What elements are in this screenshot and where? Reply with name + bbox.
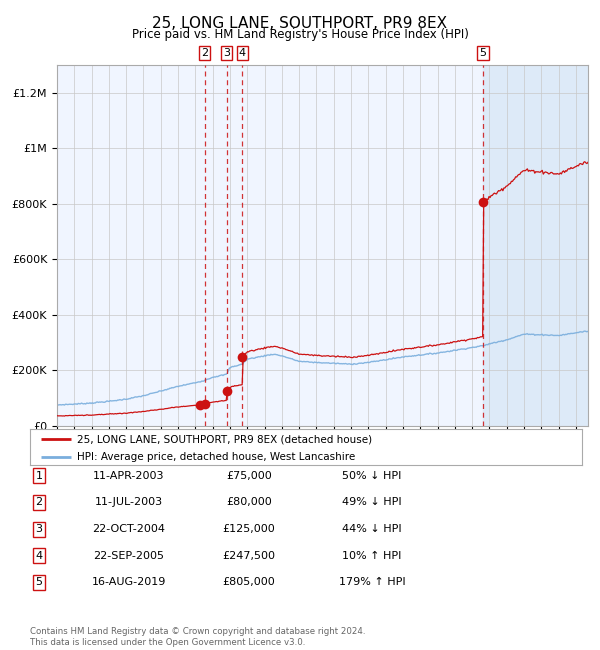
Text: Contains HM Land Registry data © Crown copyright and database right 2024.
This d: Contains HM Land Registry data © Crown c…	[30, 627, 365, 647]
Text: 11-JUL-2003: 11-JUL-2003	[95, 497, 163, 508]
Text: 22-SEP-2005: 22-SEP-2005	[94, 551, 164, 561]
Text: 4: 4	[35, 551, 43, 561]
Text: 16-AUG-2019: 16-AUG-2019	[92, 577, 166, 588]
Text: 11-APR-2003: 11-APR-2003	[93, 471, 165, 481]
Text: 179% ↑ HPI: 179% ↑ HPI	[338, 577, 406, 588]
Text: 5: 5	[35, 577, 43, 588]
Text: £805,000: £805,000	[223, 577, 275, 588]
Text: £75,000: £75,000	[226, 471, 272, 481]
Text: 44% ↓ HPI: 44% ↓ HPI	[342, 524, 402, 534]
Text: 5: 5	[479, 48, 487, 58]
Text: 3: 3	[223, 48, 230, 58]
Text: 3: 3	[35, 524, 43, 534]
Bar	[483, 65, 588, 426]
Text: £125,000: £125,000	[223, 524, 275, 534]
Text: 1: 1	[35, 471, 43, 481]
Text: HPI: Average price, detached house, West Lancashire: HPI: Average price, detached house, West…	[77, 452, 355, 462]
Text: 25, LONG LANE, SOUTHPORT, PR9 8EX (detached house): 25, LONG LANE, SOUTHPORT, PR9 8EX (detac…	[77, 434, 372, 444]
Text: 25, LONG LANE, SOUTHPORT, PR9 8EX: 25, LONG LANE, SOUTHPORT, PR9 8EX	[152, 16, 448, 31]
Text: Price paid vs. HM Land Registry's House Price Index (HPI): Price paid vs. HM Land Registry's House …	[131, 28, 469, 41]
Text: £247,500: £247,500	[223, 551, 275, 561]
Text: 49% ↓ HPI: 49% ↓ HPI	[342, 497, 402, 508]
Text: 2: 2	[201, 48, 208, 58]
Text: 4: 4	[239, 48, 246, 58]
Text: 22-OCT-2004: 22-OCT-2004	[92, 524, 166, 534]
Text: 10% ↑ HPI: 10% ↑ HPI	[343, 551, 401, 561]
Text: 2: 2	[35, 497, 43, 508]
Text: £80,000: £80,000	[226, 497, 272, 508]
Text: 50% ↓ HPI: 50% ↓ HPI	[343, 471, 401, 481]
